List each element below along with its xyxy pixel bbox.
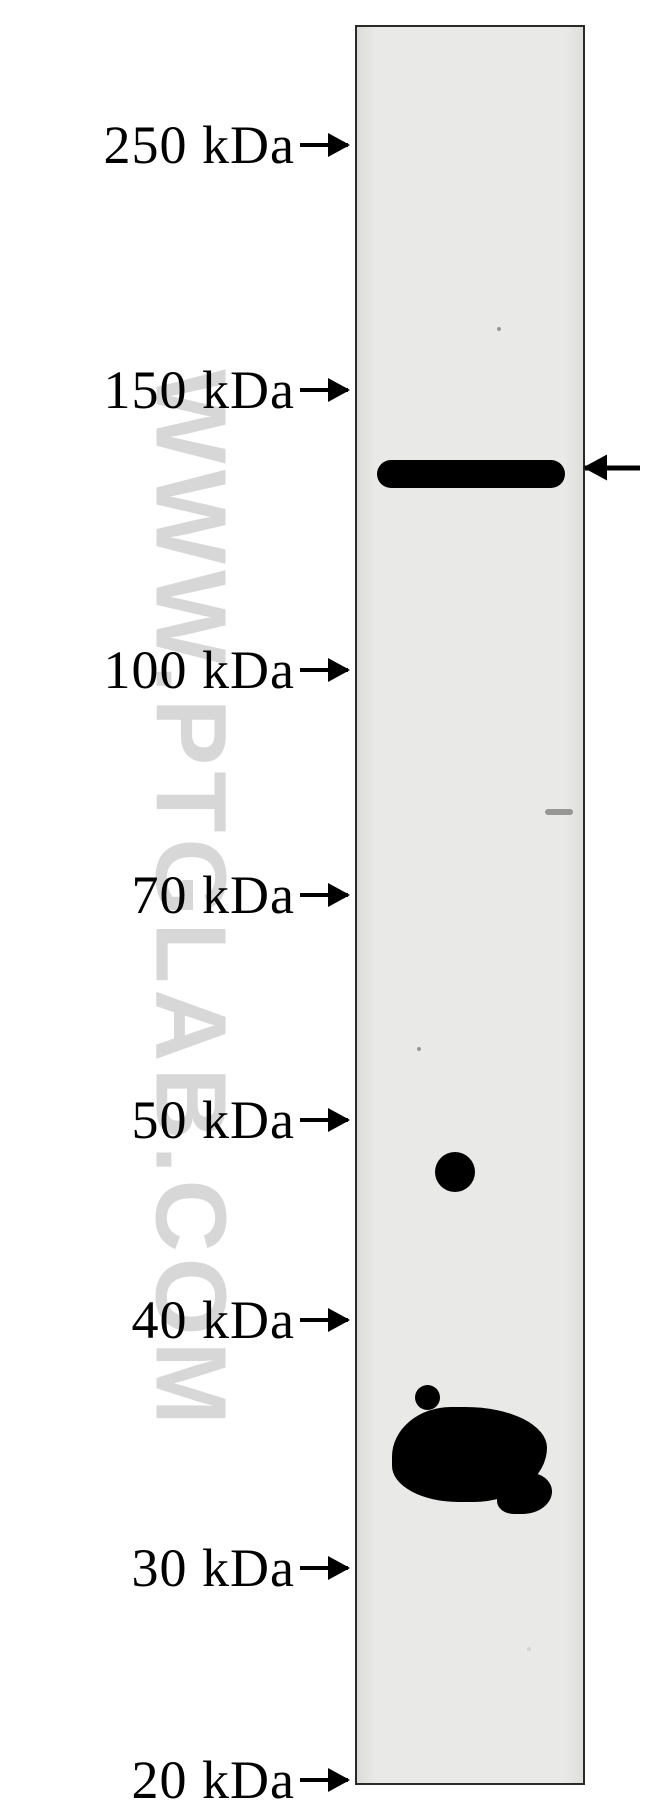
marker-arrow-icon xyxy=(300,1778,348,1782)
marker-label-50: 50 kDa xyxy=(132,1089,295,1151)
noise-dot xyxy=(497,327,501,331)
marker-label-20: 20 kDa xyxy=(132,1749,295,1811)
marker-label-250: 250 kDa xyxy=(104,114,295,176)
spot-36kda xyxy=(415,1385,440,1410)
primary-band xyxy=(377,460,565,488)
blot-lane xyxy=(355,25,585,1785)
marker-arrow-icon xyxy=(300,388,348,392)
marker-label-150: 150 kDa xyxy=(104,359,295,421)
band-indicator-arrow-icon xyxy=(585,466,640,471)
marker-label-100: 100 kDa xyxy=(104,639,295,701)
marker-label-70: 70 kDa xyxy=(132,864,295,926)
marker-arrow-icon xyxy=(300,668,348,672)
marker-label-30: 30 kDa xyxy=(132,1537,295,1599)
marker-arrow-icon xyxy=(300,1566,348,1570)
lane-shading xyxy=(357,27,583,1783)
noise-dot xyxy=(527,1647,531,1651)
marker-arrow-icon xyxy=(300,893,348,897)
marker-arrow-icon xyxy=(300,1318,348,1322)
marker-arrow-icon xyxy=(300,143,348,147)
marker-arrow-icon xyxy=(300,1118,348,1122)
spot-48kda xyxy=(435,1152,475,1192)
noise-dot xyxy=(417,1047,421,1051)
faint-mark xyxy=(545,809,573,815)
marker-label-40: 40 kDa xyxy=(132,1289,295,1351)
